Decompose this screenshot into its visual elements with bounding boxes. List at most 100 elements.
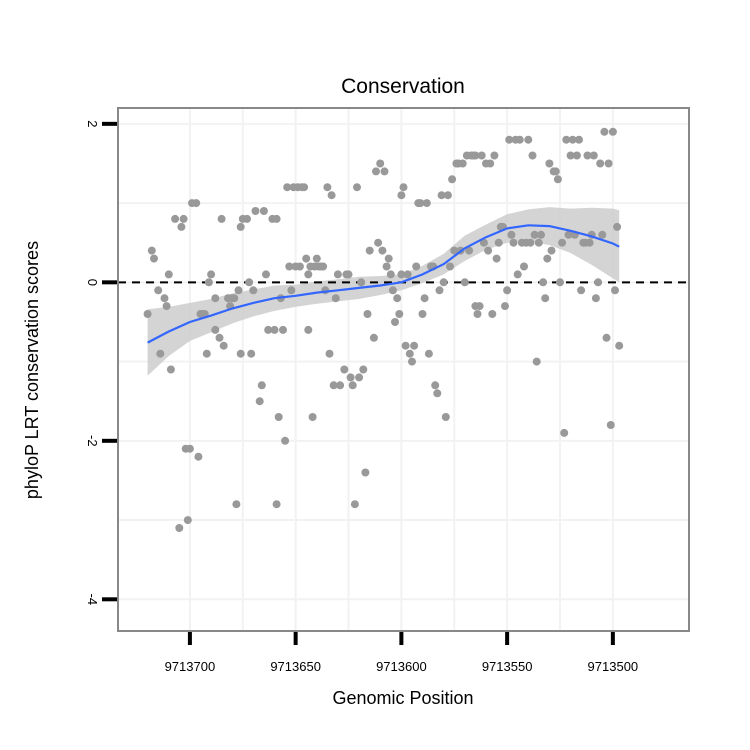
confidence-band [147,207,620,376]
data-point [357,278,366,287]
data-point [378,246,387,255]
confidence-ribbon [147,207,620,376]
data-point [441,413,450,421]
data-point [372,167,380,176]
data-point [183,516,192,525]
data-point [312,254,321,263]
data-point [156,349,165,358]
data-point [215,333,224,342]
data-point [395,310,404,318]
data-point [160,294,169,303]
data-point [359,365,368,374]
data-point [204,278,213,287]
chart-title: Conservation [341,75,465,98]
data-point [501,302,509,311]
data-point [541,294,550,303]
data-point [304,270,313,279]
smooth-trend-line [147,224,620,344]
data-point [433,389,442,398]
data-point [437,191,446,200]
data-point [234,286,243,295]
data-point [236,349,245,358]
data-point [410,341,419,350]
data-point [211,325,220,334]
data-point [486,159,495,168]
data-point [424,349,433,358]
data-point [363,310,372,318]
data-point [524,135,533,144]
data-point [422,199,431,208]
data-point [591,294,600,303]
data-point [202,349,211,358]
data-point [509,238,518,247]
data-point [300,183,309,192]
data-point [471,151,480,160]
data-point [355,373,364,382]
data-point [450,246,459,255]
data-point [602,333,611,342]
data-point [262,270,270,279]
data-point [247,349,256,358]
data-point [408,357,416,366]
data-point [382,262,391,271]
data-point [245,278,254,287]
data-point [393,294,402,303]
data-point [443,191,452,200]
data-point [171,214,180,223]
data-point [304,325,313,334]
y-axis-label: phyloP LRT conservation scores [22,241,42,499]
data-point [448,175,457,184]
data-point [596,159,605,168]
data-point [350,500,359,509]
data-point [344,270,353,279]
smooth-line [147,224,620,344]
data-point [431,381,440,390]
data-point [336,381,345,390]
data-point [494,238,503,247]
data-point [279,325,287,334]
data-point [192,199,201,208]
data-point [179,214,188,223]
data-point [520,262,528,271]
data-point [507,230,516,239]
data-point [143,310,152,318]
data-point [162,302,171,311]
data-point [513,270,522,279]
data-point [325,349,334,358]
data-point [348,381,357,390]
data-point [397,270,406,279]
data-point [416,199,425,208]
data-point [604,159,613,168]
data-point [560,428,569,437]
data-point [528,151,537,160]
y-tick-label: 2 [85,120,100,127]
data-point [490,151,499,160]
data-point [164,270,173,279]
data-point [257,381,266,390]
data-point [319,262,328,271]
data-point [194,452,203,461]
data-point [361,468,370,477]
data-point [388,286,397,295]
data-point [465,246,474,255]
data-point [211,294,220,303]
data-point [475,302,484,311]
data-point [166,365,175,374]
data-point [405,349,414,358]
data-point [391,318,399,326]
data-point [539,278,548,287]
data-point [331,294,340,303]
data-point [526,238,535,247]
data-point [217,214,226,223]
data-point [287,286,296,295]
data-point [308,413,317,421]
data-point [243,214,251,223]
data-point [598,230,607,239]
data-point [185,444,194,453]
data-point [568,135,577,144]
data-point [295,262,304,271]
data-point [353,183,361,192]
x-tick-label: 9713500 [588,659,639,674]
data-point [147,246,156,255]
data-point [302,254,311,263]
